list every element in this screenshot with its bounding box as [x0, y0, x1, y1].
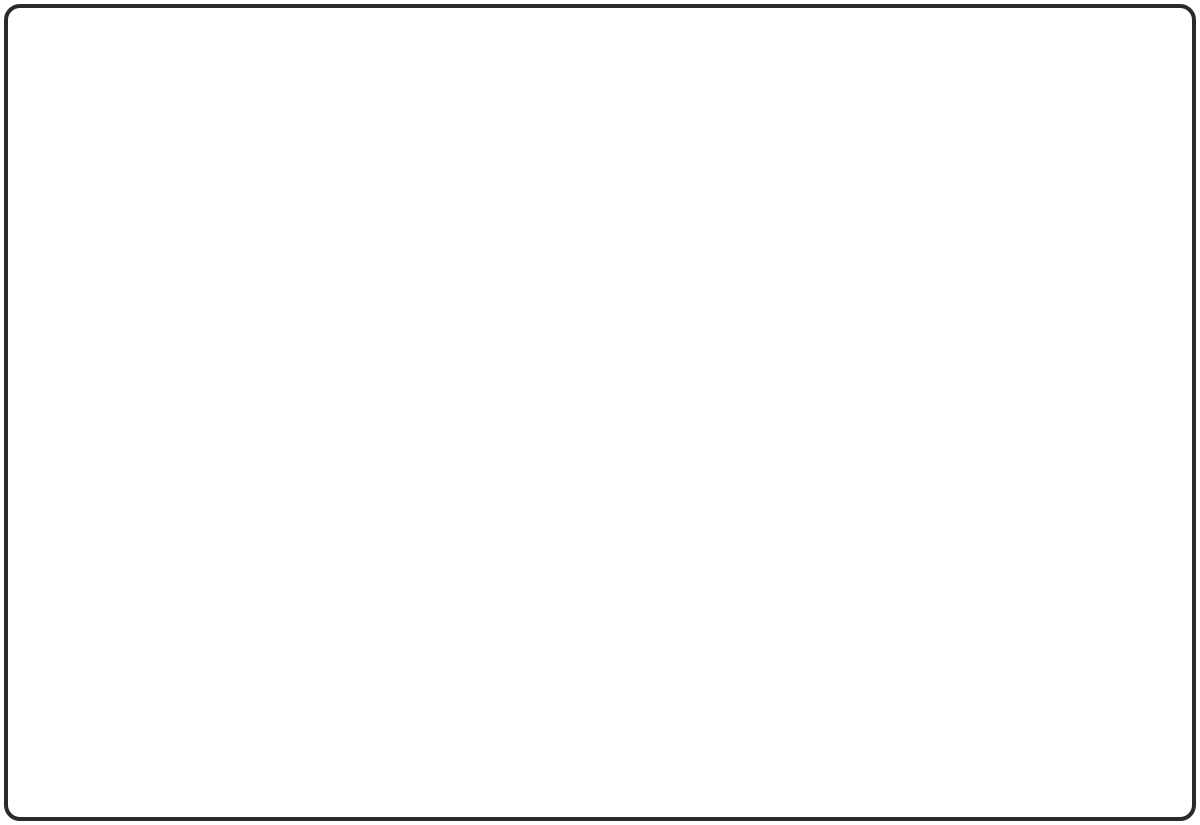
- window-control-circle[interactable]: [1069, 30, 1092, 53]
- col-due-date-label: Due Date: [649, 270, 703, 284]
- col-score[interactable]: Average Score %: [947, 249, 1043, 305]
- cell-title: Lesson 84: [79, 373, 349, 416]
- print-label: Print: [1134, 217, 1161, 232]
- cell-score: -: [937, 373, 1033, 416]
- create-assignment-label: Create a New Assignment: [926, 217, 1076, 232]
- status-badge: Pending: [749, 446, 800, 461]
- status-badge: Pending: [749, 387, 800, 402]
- assignments-table: Assignment Title Assigned by Start Date …: [22, 248, 1178, 483]
- col-students[interactable]: # Students Completed: [845, 249, 947, 305]
- cell-expand: [23, 309, 79, 361]
- cell-action: End assignment: [1033, 307, 1177, 363]
- cell-score: -: [937, 314, 1033, 357]
- expand-button[interactable]: [41, 323, 65, 347]
- col-title[interactable]: Assignment Title: [79, 249, 349, 305]
- table-body: Lesson 64MeMon, 28 Oct 19Wed, 30 Oct 19A…: [23, 305, 1177, 482]
- end-assignment-button[interactable]: End assignment: [1045, 380, 1161, 408]
- col-actions: [1043, 249, 1177, 305]
- page-title: Manage Assignments: [22, 128, 1178, 162]
- action-buttons: Create a New Assignment Print: [896, 207, 1176, 242]
- cell-action: End assignment: [1033, 425, 1177, 481]
- window-control-circle[interactable]: [1104, 30, 1127, 53]
- cell-score: -: [937, 432, 1033, 475]
- expand-button[interactable]: [41, 382, 65, 406]
- window-controls: [1069, 30, 1162, 53]
- cell-start-date: Thu, 31 Oct 19: [539, 365, 639, 423]
- tab-current-assignments[interactable]: Current Assignments: [24, 212, 194, 248]
- cell-title: Lesson 64: [79, 314, 349, 357]
- col-start-date-label: Start Date: [549, 270, 608, 284]
- cell-status: Pending: [739, 432, 835, 475]
- cell-assigned-by: Me: [349, 314, 539, 357]
- sort-icon: [614, 273, 622, 282]
- cell-status: Active: [739, 314, 835, 357]
- browser-chrome: [8, 8, 1192, 100]
- plus-icon: [911, 216, 920, 233]
- status-badge: Active: [749, 328, 788, 343]
- cell-students: 0 / 3: [835, 314, 937, 357]
- col-start-date[interactable]: Start Date: [539, 249, 639, 305]
- table-row: Lesson 84MeThu, 31 Oct 19Thu, 07 Nov 19 P…: [23, 364, 1177, 423]
- cell-status: Pending: [739, 373, 835, 416]
- reload-icon[interactable]: [110, 64, 136, 95]
- cell-start-date: Mon, 28 Oct 19: [539, 306, 639, 364]
- col-status[interactable]: Assignment Status: [739, 249, 845, 305]
- end-assignment-button[interactable]: End assignment: [1045, 321, 1161, 349]
- cell-students: 0 / 3: [835, 432, 937, 475]
- col-expand: [23, 249, 79, 305]
- col-due-date[interactable]: Due Date: [639, 249, 739, 305]
- end-assignment-button[interactable]: End assignment: [1045, 439, 1161, 467]
- url-input[interactable]: [158, 60, 1114, 100]
- cell-expand: [23, 427, 79, 479]
- cell-action: End assignment: [1033, 366, 1177, 422]
- table-header: Assignment Title Assigned by Start Date …: [23, 249, 1177, 305]
- cell-start-date: Wed, 13 Nov 19: [539, 424, 639, 482]
- back-icon[interactable]: [38, 67, 58, 93]
- table-row: Lesson 64MeMon, 28 Oct 19Wed, 30 Oct 19 A…: [23, 305, 1177, 364]
- info-icon[interactable]: i: [1159, 251, 1173, 265]
- toolbar: Current Assignments Past Assignments Cre…: [22, 207, 1178, 248]
- tabs: Current Assignments Past Assignments: [24, 212, 344, 248]
- cell-assigned-by: Me: [349, 373, 539, 416]
- table-row: Lesson 83MeWed, 13 Nov 19Wed, 20 Nov 19 P…: [23, 423, 1177, 482]
- nav-controls: [38, 64, 136, 95]
- cell-students: 0 / 3: [835, 373, 937, 416]
- cell-due-date: Wed, 30 Oct 19: [639, 306, 739, 364]
- col-assigned-by[interactable]: Assigned by: [349, 249, 539, 305]
- divider: [192, 180, 1008, 181]
- expand-button[interactable]: [41, 441, 65, 465]
- cell-title: Lesson 83: [79, 432, 349, 475]
- forward-icon[interactable]: [74, 67, 94, 93]
- cell-due-date: Wed, 20 Nov 19: [639, 424, 739, 482]
- sort-icon: [709, 273, 717, 282]
- cell-expand: [23, 368, 79, 420]
- sort-icon: [827, 273, 835, 282]
- menu-icon[interactable]: [1154, 60, 1162, 100]
- print-button[interactable]: Print: [1099, 207, 1176, 242]
- window-control-circle[interactable]: [1139, 30, 1162, 53]
- create-assignment-button[interactable]: Create a New Assignment: [896, 207, 1091, 242]
- cell-assigned-by: Me: [349, 432, 539, 475]
- print-icon: [1114, 216, 1128, 233]
- page-content: Manage Assignments Current Assignments P…: [12, 104, 1188, 813]
- cell-due-date: Thu, 07 Nov 19: [639, 365, 739, 423]
- col-status-label: Assignment Status: [749, 263, 821, 291]
- tab-past-assignments[interactable]: Past Assignments: [194, 212, 344, 248]
